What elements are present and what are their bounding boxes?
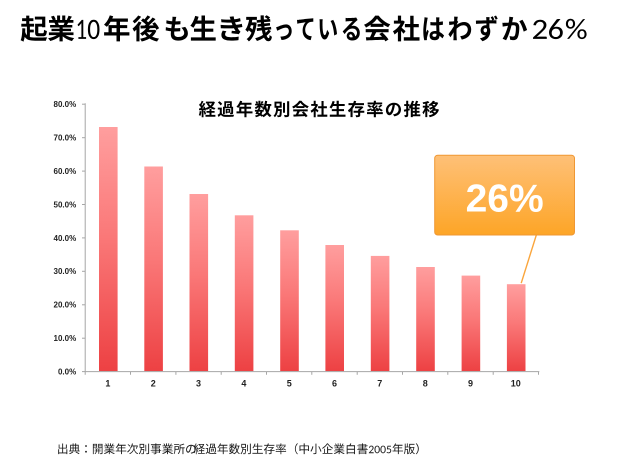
- svg-text:80.0%: 80.0%: [54, 100, 77, 109]
- svg-text:2: 2: [151, 379, 156, 389]
- svg-text:30.0%: 30.0%: [54, 267, 77, 276]
- svg-text:60.0%: 60.0%: [54, 167, 77, 176]
- svg-text:8: 8: [423, 379, 428, 389]
- svg-text:20.0%: 20.0%: [54, 301, 77, 310]
- svg-text:9: 9: [468, 379, 473, 389]
- svg-text:70.0%: 70.0%: [54, 134, 77, 143]
- svg-text:3: 3: [196, 379, 201, 389]
- svg-text:40.0%: 40.0%: [54, 234, 77, 243]
- svg-text:26%: 26%: [466, 178, 544, 221]
- svg-text:5: 5: [287, 379, 292, 389]
- svg-text:0.0%: 0.0%: [58, 368, 76, 377]
- svg-text:4: 4: [241, 379, 246, 389]
- svg-text:50.0%: 50.0%: [54, 200, 77, 209]
- svg-text:6: 6: [332, 379, 337, 389]
- svg-text:7: 7: [377, 379, 382, 389]
- svg-text:10: 10: [511, 379, 521, 389]
- svg-text:10.0%: 10.0%: [54, 334, 77, 343]
- svg-text:1: 1: [105, 379, 110, 389]
